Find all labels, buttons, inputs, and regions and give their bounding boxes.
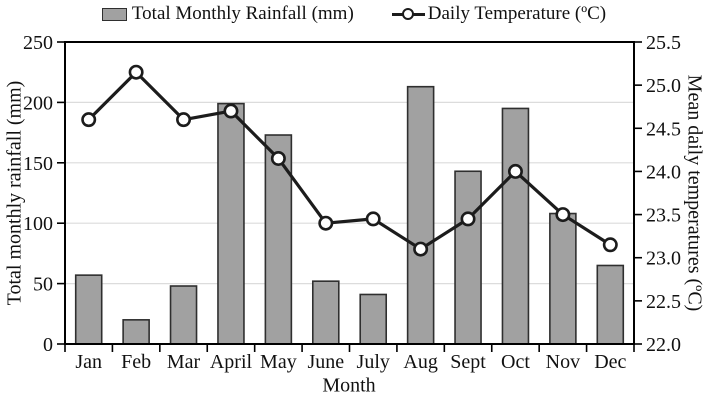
temp-point-Jan <box>81 112 97 128</box>
y-right-tick-label: 25.5 <box>646 32 681 54</box>
x-tick-label-June: June <box>307 351 344 373</box>
y-right-tick-label: 24.5 <box>646 118 681 140</box>
y-left-tick-label: 50 <box>33 274 53 296</box>
temp-point-Nov <box>555 207 571 223</box>
bar-Nov <box>549 212 577 345</box>
legend-label-temperature: Daily Temperature (ºC) <box>427 3 607 24</box>
temp-point-Mar <box>176 112 192 128</box>
y-left-tick-label: 250 <box>23 32 53 54</box>
bar-Dec <box>596 264 625 345</box>
bar-Oct <box>501 107 530 345</box>
x-tick-label-Nov: Nov <box>546 351 580 373</box>
bar-June <box>311 280 340 345</box>
x-tick-label-May: May <box>260 351 297 373</box>
x-tick-label-Feb: Feb <box>121 351 151 373</box>
x-tick-label-Sept: Sept <box>450 351 486 373</box>
legend-item-rainfall: Total Monthly Rainfall (mm) <box>101 3 354 25</box>
temp-point-June <box>318 215 334 231</box>
y-right-tick-label: 23.5 <box>646 205 681 227</box>
x-axis-ticks <box>64 344 635 352</box>
y-left-tick-label: 0 <box>43 334 53 356</box>
line-marker-icon <box>391 8 425 21</box>
temp-point-Dec <box>602 237 618 253</box>
temp-point-Feb <box>128 64 144 80</box>
y-right-tick-label: 23.0 <box>646 248 681 270</box>
bar-Feb <box>122 319 150 345</box>
y-axis-title-right: Mean daily temperatures (ºC) <box>683 74 706 312</box>
temperature-line <box>81 64 618 257</box>
y-right-tick-label: 22.0 <box>646 334 681 356</box>
x-tick-label-Aug: Aug <box>403 351 437 373</box>
chart-legend: Total Monthly Rainfall (mm) Daily Temper… <box>0 2 708 26</box>
temp-point-April <box>223 103 239 119</box>
x-tick-label-Jan: Jan <box>75 351 102 373</box>
temp-point-Oct <box>507 163 523 179</box>
bar-Sept <box>454 170 482 345</box>
x-tick-label-July: July <box>357 351 390 373</box>
temp-point-Sept <box>460 211 476 227</box>
bar-Aug <box>406 85 435 345</box>
bar-May <box>264 134 293 345</box>
y-left-ticks: 0 50 100 150 200 250 <box>23 32 65 356</box>
bar-Mar <box>169 285 198 345</box>
x-axis-title: Month <box>322 374 376 397</box>
y-right-tick-label: 22.5 <box>646 291 681 313</box>
temp-point-July <box>365 211 381 227</box>
bar-Jan <box>74 274 103 345</box>
y-right-tick-label: 25.0 <box>646 75 681 97</box>
rainfall-bars <box>74 85 625 345</box>
y-right-tick-label: 24.0 <box>646 161 681 183</box>
x-axis-labels: Jan Feb Mar April May June July Aug Sept Oct Nov De… <box>75 351 626 373</box>
y-axis-title-left: Total monthly rainfall (mm) <box>3 80 26 306</box>
x-tick-label-April: April <box>210 351 253 373</box>
temp-point-Aug <box>413 241 429 257</box>
bar-swatch-icon <box>101 7 127 21</box>
y-left-tick-label: 100 <box>23 213 53 235</box>
y-left-tick-label: 200 <box>23 92 53 114</box>
legend-label-rainfall: Total Monthly Rainfall (mm) <box>131 3 354 24</box>
temp-point-May <box>270 150 286 166</box>
x-tick-label-Oct: Oct <box>501 351 530 373</box>
bar-July <box>359 293 388 345</box>
x-tick-label-Mar: Mar <box>167 351 201 373</box>
gridlines <box>65 101 634 285</box>
y-left-tick-label: 150 <box>23 153 53 175</box>
y-right-ticks: 22.0 22.5 23.0 23.5 24.0 24.5 25.0 25.5 <box>634 32 681 356</box>
x-tick-label-Dec: Dec <box>594 351 626 373</box>
legend-item-temperature: Daily Temperature (ºC) <box>391 3 607 25</box>
bar-April <box>217 102 245 345</box>
